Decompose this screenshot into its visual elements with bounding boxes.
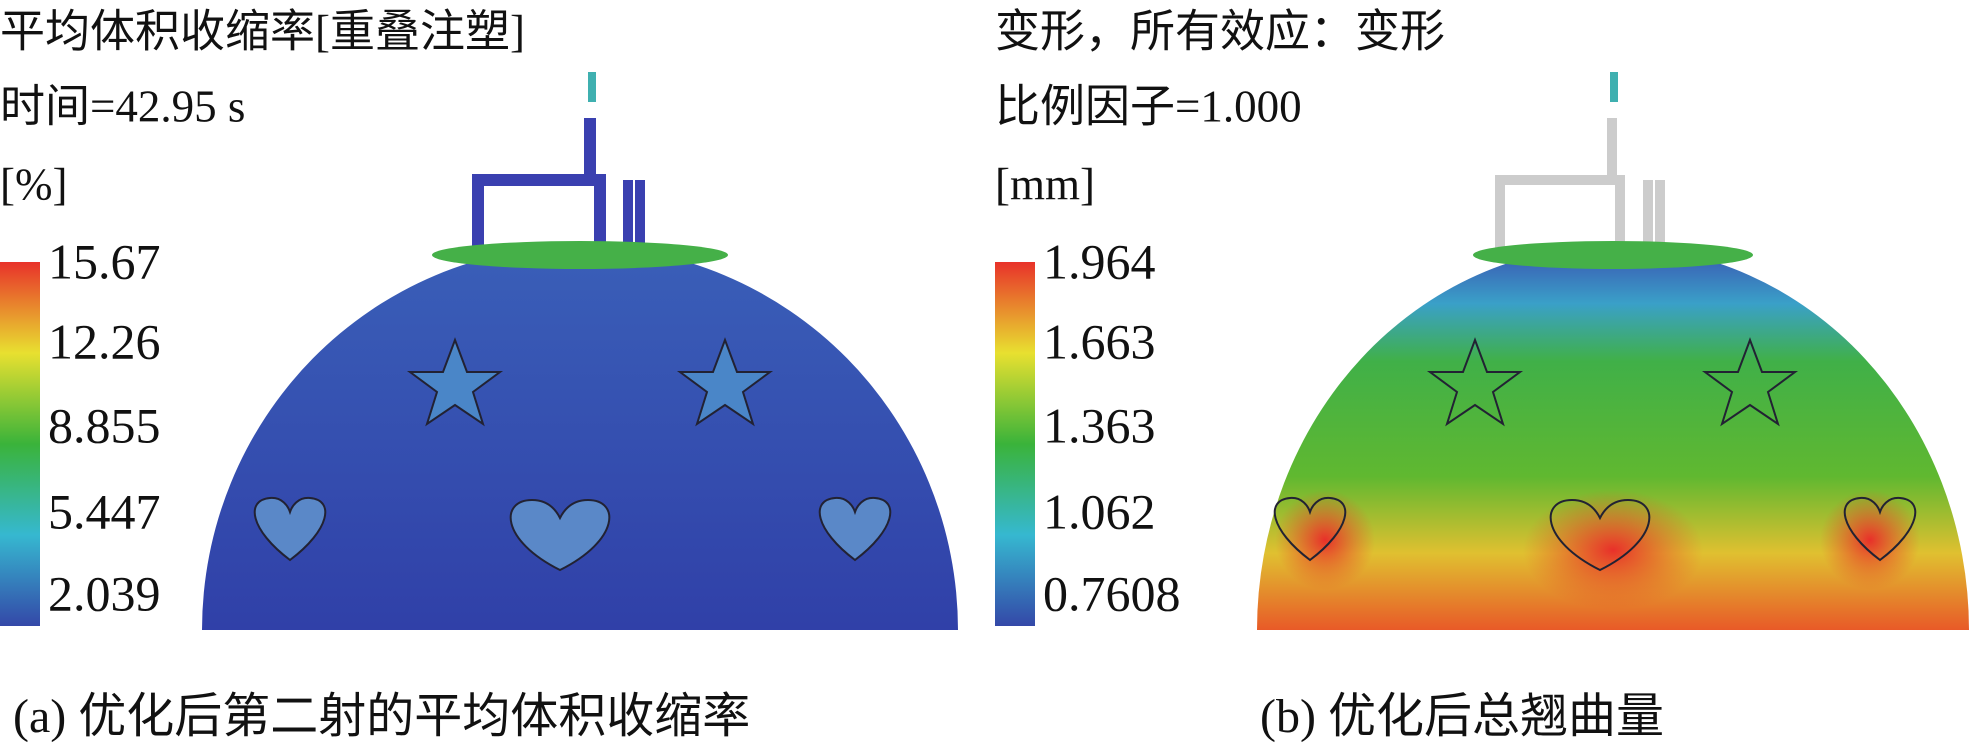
legend-label: 5.447 (48, 483, 161, 539)
unit: [%] (0, 159, 67, 209)
legend-label: 2.039 (48, 565, 161, 621)
unit: [mm] (995, 159, 1095, 209)
legend-label: 15.67 (48, 233, 161, 289)
legend-label: 1.062 (1043, 483, 1156, 539)
panel-a: 平均体积收缩率[重叠注塑] 时间=42.95 s [%] 15.67 12.26… (0, 6, 958, 743)
legend-label: 0.7608 (1043, 565, 1181, 621)
legend-label: 1.964 (1043, 233, 1156, 289)
legend-label: 1.363 (1043, 397, 1156, 453)
panel-b: 变形，所有效应：变形 比例因子=1.000 [mm] 1.964 1.663 1… (995, 6, 1969, 743)
title: 平均体积收缩率[重叠注塑] (0, 6, 525, 56)
caption: (b) 优化后总翘曲量 (1260, 690, 1664, 743)
legend-label: 12.26 (48, 313, 161, 369)
legend-label: 8.855 (48, 397, 161, 453)
color-bar (0, 262, 40, 626)
color-bar (995, 262, 1035, 626)
legend-label: 1.663 (1043, 313, 1156, 369)
caption: (a) 优化后第二射的平均体积收缩率 (13, 690, 750, 743)
part (1257, 72, 1969, 630)
title: 比例因子=1.000 (995, 81, 1302, 131)
title: 时间=42.95 s (0, 81, 245, 131)
title: 变形，所有效应：变形 (995, 6, 1445, 56)
part (202, 72, 958, 630)
